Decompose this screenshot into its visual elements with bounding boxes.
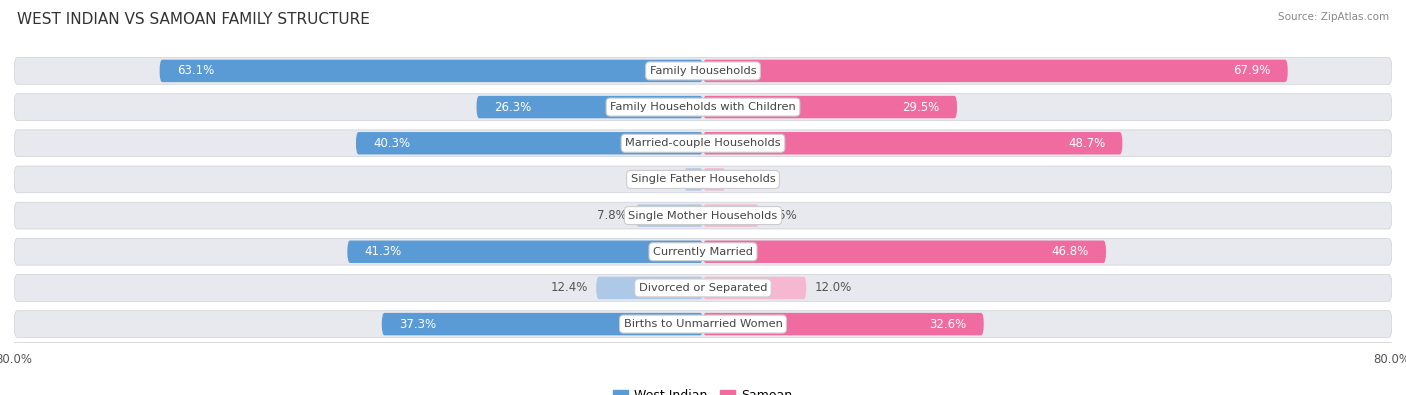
Text: Births to Unmarried Women: Births to Unmarried Women — [624, 319, 782, 329]
Text: 6.5%: 6.5% — [768, 209, 797, 222]
Text: 7.8%: 7.8% — [598, 209, 627, 222]
Text: 40.3%: 40.3% — [373, 137, 411, 150]
Text: 37.3%: 37.3% — [399, 318, 436, 331]
Text: Divorced or Separated: Divorced or Separated — [638, 283, 768, 293]
Text: 63.1%: 63.1% — [177, 64, 214, 77]
Text: 2.6%: 2.6% — [734, 173, 763, 186]
Text: 12.0%: 12.0% — [815, 281, 852, 294]
FancyBboxPatch shape — [14, 130, 1392, 157]
FancyBboxPatch shape — [703, 168, 725, 191]
Text: Single Mother Households: Single Mother Households — [628, 211, 778, 220]
Text: 12.4%: 12.4% — [550, 281, 588, 294]
FancyBboxPatch shape — [14, 202, 1392, 229]
Legend: West Indian, Samoan: West Indian, Samoan — [609, 384, 797, 395]
FancyBboxPatch shape — [14, 58, 1392, 84]
FancyBboxPatch shape — [14, 275, 1392, 301]
FancyBboxPatch shape — [596, 277, 703, 299]
FancyBboxPatch shape — [14, 238, 1392, 265]
Text: 46.8%: 46.8% — [1052, 245, 1088, 258]
Text: 26.3%: 26.3% — [494, 101, 531, 114]
Text: WEST INDIAN VS SAMOAN FAMILY STRUCTURE: WEST INDIAN VS SAMOAN FAMILY STRUCTURE — [17, 12, 370, 27]
Text: Currently Married: Currently Married — [652, 247, 754, 257]
Text: 67.9%: 67.9% — [1233, 64, 1271, 77]
FancyBboxPatch shape — [14, 166, 1392, 193]
FancyBboxPatch shape — [636, 204, 703, 227]
Text: 2.2%: 2.2% — [645, 173, 675, 186]
FancyBboxPatch shape — [382, 313, 703, 335]
Text: Single Father Households: Single Father Households — [631, 175, 775, 184]
FancyBboxPatch shape — [703, 241, 1107, 263]
FancyBboxPatch shape — [477, 96, 703, 118]
FancyBboxPatch shape — [703, 277, 807, 299]
FancyBboxPatch shape — [703, 96, 957, 118]
FancyBboxPatch shape — [347, 241, 703, 263]
FancyBboxPatch shape — [14, 311, 1392, 337]
Text: 29.5%: 29.5% — [903, 101, 939, 114]
Text: 32.6%: 32.6% — [929, 318, 966, 331]
Text: Married-couple Households: Married-couple Households — [626, 138, 780, 148]
FancyBboxPatch shape — [703, 204, 759, 227]
FancyBboxPatch shape — [685, 168, 703, 191]
Text: 41.3%: 41.3% — [364, 245, 402, 258]
FancyBboxPatch shape — [14, 94, 1392, 120]
FancyBboxPatch shape — [160, 60, 703, 82]
Text: Family Households: Family Households — [650, 66, 756, 76]
Text: Family Households with Children: Family Households with Children — [610, 102, 796, 112]
FancyBboxPatch shape — [703, 60, 1288, 82]
FancyBboxPatch shape — [356, 132, 703, 154]
FancyBboxPatch shape — [703, 132, 1122, 154]
FancyBboxPatch shape — [703, 313, 984, 335]
Text: 48.7%: 48.7% — [1069, 137, 1105, 150]
Text: Source: ZipAtlas.com: Source: ZipAtlas.com — [1278, 12, 1389, 22]
